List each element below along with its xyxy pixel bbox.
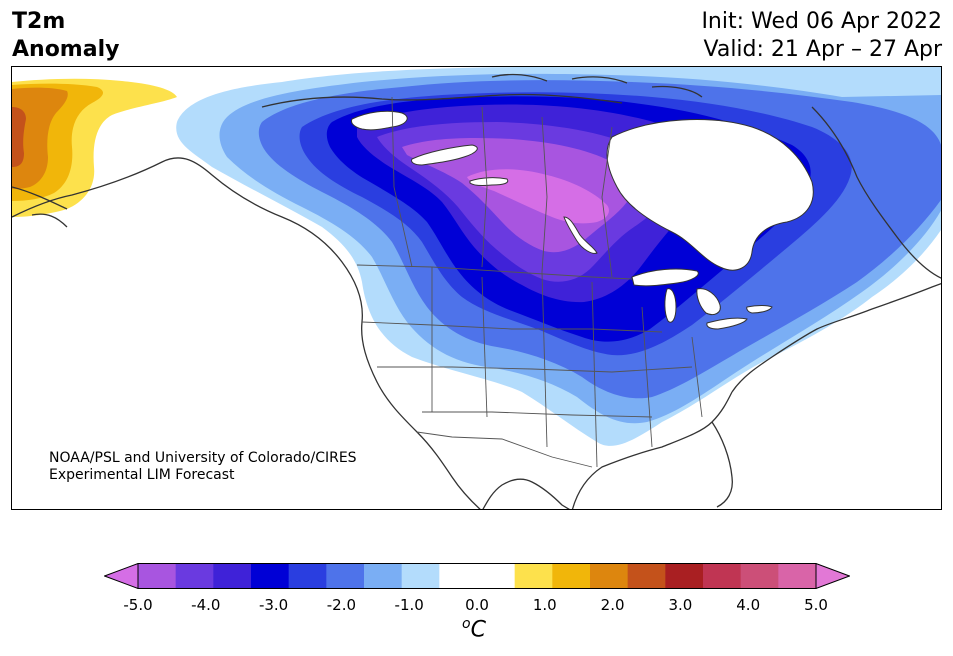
water-bodies [351, 110, 814, 330]
us-mexico-border [416, 431, 593, 468]
great-bear-lake [351, 110, 408, 131]
colorbar-tick-label: 0.0 [465, 596, 489, 614]
map-title: T2m Anomaly [12, 8, 119, 64]
colorbar-segment [364, 563, 403, 589]
colorbar-tick-label: 5.0 [804, 596, 828, 614]
mexico-coast [482, 478, 570, 509]
us-canada-border [356, 264, 633, 280]
colorbar-segment [703, 563, 742, 589]
valid-range: Valid: 21 Apr – 27 Apr [703, 37, 943, 62]
colorbar-tick-label: -2.0 [326, 596, 357, 614]
pacific-coast [12, 157, 481, 509]
colorbar-segment [138, 563, 177, 589]
colorbar-extend-high [815, 563, 850, 589]
colorbar-segment [439, 563, 478, 589]
colorbar-segment [627, 563, 666, 589]
province-border-1 [391, 96, 413, 268]
province-border-2 [481, 106, 488, 268]
unit-superscript: o [462, 616, 471, 632]
coastlines [12, 73, 941, 509]
state-border-col-6 [691, 336, 703, 418]
unit-base: C [470, 617, 486, 643]
colorbar-segment [665, 563, 704, 589]
init-date: Init: Wed 06 Apr 2022 [701, 9, 942, 34]
anomaly-map [11, 66, 942, 510]
atlantic-coast [731, 283, 941, 393]
colorbar-segment [213, 563, 252, 589]
colorbar-segment [477, 563, 516, 589]
credit-line-1: NOAA/PSL and University of Colorado/CIRE… [49, 450, 357, 466]
colorbar-segment [326, 563, 365, 589]
colorbar-tick-label: -5.0 [123, 596, 153, 614]
gulf-coast [571, 391, 733, 509]
map-canvas [12, 67, 941, 509]
great-slave-lake [411, 144, 478, 166]
island-chain-1 [491, 73, 703, 98]
title-line-2: Anomaly [12, 37, 120, 62]
colorbar-segment [401, 563, 440, 589]
state-border-col-5 [641, 306, 653, 448]
lake-huron [696, 288, 721, 316]
credit-line-2: Experimental LIM Forecast [49, 467, 235, 483]
colorbar-segment [778, 563, 817, 589]
florida-coast [711, 421, 733, 508]
lake-superior [631, 268, 699, 287]
lake-michigan [664, 288, 677, 323]
colorbar-tick-label: 4.0 [736, 596, 761, 614]
colorbar-tick-labels: -5.0 -4.0 -3.0 -2.0 -1.0 0.0 1.0 2.0 3.0 4.0 5.0 [0, 596, 953, 616]
anomaly-contours [12, 67, 941, 446]
credit-text: NOAA/PSL and University of Colorado/CIRE… [49, 450, 357, 484]
title-line-1: T2m [12, 9, 66, 34]
colorbar-tick-label: -1.0 [394, 596, 424, 614]
lake-athabasca [469, 177, 509, 187]
colorbar-segment [514, 563, 553, 589]
state-border-row-2 [377, 366, 693, 373]
lake-winnipeg [563, 216, 598, 254]
contour-p15 [12, 87, 68, 189]
lake-erie [706, 317, 748, 330]
hudson-bay [606, 119, 814, 271]
state-border-col-3 [541, 271, 548, 448]
political-boundaries [356, 96, 703, 468]
alaska-peninsula [12, 186, 68, 228]
state-border-col-2 [481, 276, 488, 418]
colorbar-segment [175, 563, 214, 589]
colorbar-segment [740, 563, 779, 589]
labrador-coast [811, 106, 941, 279]
province-border-4 [601, 126, 613, 278]
forecast-dates: Init: Wed 06 Apr 2022 Valid: 21 Apr – 27… [701, 8, 942, 64]
colorbar-segments [104, 563, 850, 589]
colorbar [104, 563, 850, 589]
colorbar-unit-label: oC [462, 616, 486, 642]
colorbar-tick-label: 3.0 [668, 596, 693, 614]
colorbar-segment [590, 563, 629, 589]
colorbar-segment [288, 563, 327, 589]
arctic-coast [261, 93, 623, 108]
province-border-3 [541, 116, 548, 273]
colorbar-tick-label: 2.0 [600, 596, 625, 614]
colorbar-tick-label: 1.0 [532, 596, 557, 614]
colorbar-tick-label: -3.0 [258, 596, 289, 614]
lake-ontario [746, 305, 773, 314]
colorbar-extend-low [104, 563, 139, 589]
colorbar-tick-label: -4.0 [191, 596, 221, 614]
contour-p20 [12, 107, 26, 167]
state-border-row-3 [422, 411, 653, 418]
colorbar-segment [251, 563, 290, 589]
colorbar-segment [552, 563, 591, 589]
state-border-col-4 [591, 281, 598, 468]
state-border-row-1 [361, 321, 663, 333]
colorbar-border [137, 563, 817, 589]
